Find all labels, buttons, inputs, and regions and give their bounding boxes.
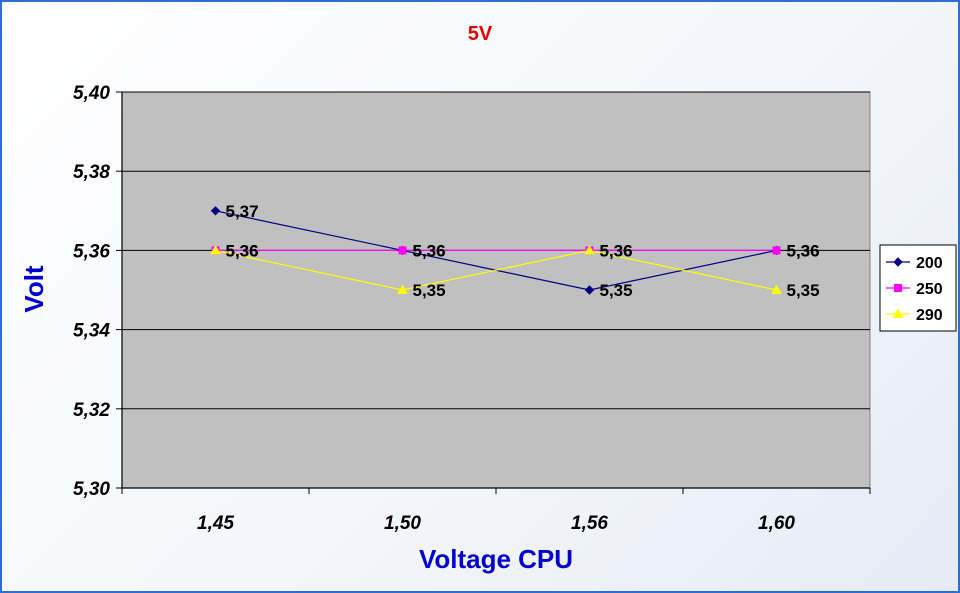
legend-marker-290: [892, 308, 904, 318]
chart-title: 5V: [468, 23, 493, 45]
data-label-200: 5,36: [787, 241, 820, 260]
y-tick-label: 5,32: [73, 400, 110, 421]
series-line-290: [215, 249, 777, 291]
legend-marker-200: [893, 257, 903, 267]
legend-label-290: 290: [916, 307, 943, 324]
y-tick-label: 5,36: [73, 241, 110, 262]
data-label-200: 5,35: [600, 281, 633, 300]
data-label-250: 5,36: [413, 241, 446, 260]
data-point-200: [584, 285, 595, 295]
y-tick-label: 5,30: [73, 479, 110, 500]
y-axis-title: Volt: [19, 265, 49, 313]
data-label-290: 5,35: [413, 281, 446, 300]
x-tick-label: 1,50: [384, 513, 421, 534]
data-label-250: 5,36: [226, 241, 259, 260]
data-label-290: 5,36: [600, 241, 633, 260]
y-tick-label: 5,40: [73, 83, 110, 104]
x-axis-title: Voltage CPU: [419, 544, 573, 574]
legend-marker-250: [894, 284, 902, 292]
legend-label-250: 250: [916, 281, 943, 298]
y-tick-label: 5,38: [73, 162, 110, 183]
data-point-250: [772, 246, 781, 255]
data-point-290: [771, 284, 782, 294]
x-tick-label: 1,60: [758, 513, 795, 534]
data-point-290: [397, 284, 408, 294]
plot-area: [121, 91, 871, 489]
data-label-200: 5,37: [226, 202, 259, 221]
data-label-250: 5,36: [600, 241, 633, 260]
data-point-290: [584, 244, 595, 255]
y-tick-label: 5,34: [73, 321, 110, 342]
data-label-200: 5,36: [413, 241, 446, 260]
x-tick-label: 1,56: [571, 513, 608, 534]
data-point-200: [210, 206, 221, 216]
data-point-290: [210, 244, 221, 255]
legend-label-200: 200: [916, 255, 943, 272]
data-label-290: 5,36: [226, 241, 259, 260]
data-label-290: 5,35: [787, 281, 820, 300]
data-label-250: 5,36: [787, 241, 820, 260]
data-point-250: [398, 246, 407, 255]
x-tick-label: 1,45: [197, 513, 234, 534]
